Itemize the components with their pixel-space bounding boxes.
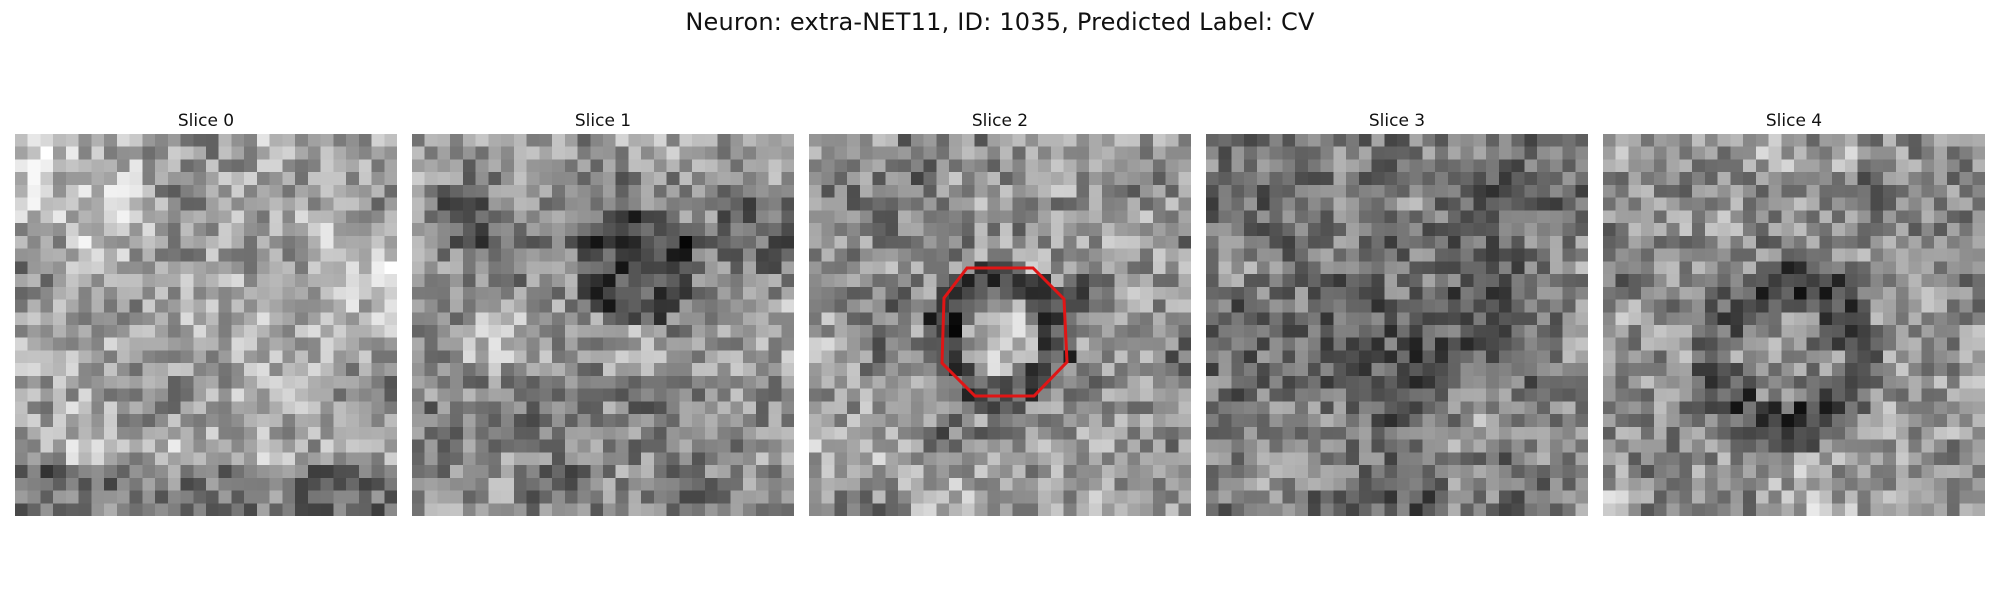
slice-image bbox=[1603, 134, 1985, 516]
slice-title: Slice 1 bbox=[574, 111, 632, 131]
slice-title: Slice 0 bbox=[177, 111, 235, 131]
slice-image bbox=[1206, 134, 1588, 516]
slice-title: Slice 3 bbox=[1368, 111, 1426, 131]
slice-panel-3: Slice 3 bbox=[1206, 108, 1588, 516]
slice-panel-4: Slice 4 bbox=[1603, 108, 1985, 516]
slice-image bbox=[809, 134, 1191, 516]
slice-panel-1: Slice 1 bbox=[412, 108, 794, 516]
slice-panel-2: Slice 2 bbox=[809, 108, 1191, 516]
slice-title: Slice 4 bbox=[1765, 111, 1823, 131]
slice-title: Slice 2 bbox=[971, 111, 1029, 131]
slice-image bbox=[15, 134, 397, 516]
slice-panel-0: Slice 0 bbox=[15, 108, 397, 516]
figure-title: Neuron: extra-NET11, ID: 1035, Predicted… bbox=[685, 8, 1315, 36]
slice-image bbox=[412, 134, 794, 516]
